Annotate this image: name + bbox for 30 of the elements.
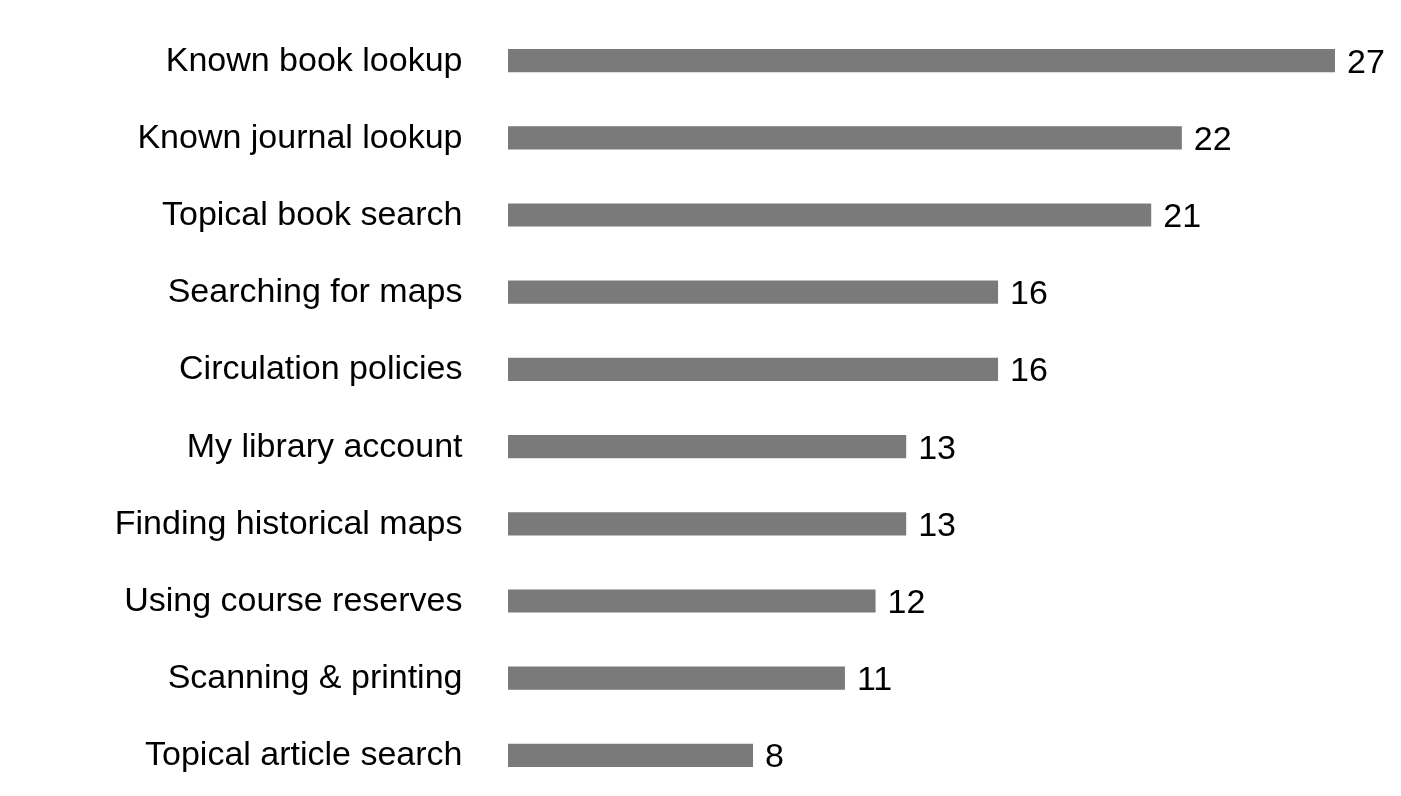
data-label: 13 [918, 504, 957, 543]
bar [508, 666, 845, 690]
y-tick-label: Searching for maps [167, 271, 463, 310]
bar [508, 126, 1182, 150]
bar [508, 743, 754, 767]
y-tick-label: Circulation policies [179, 348, 463, 387]
bar [508, 280, 999, 304]
data-label: 22 [1193, 118, 1232, 157]
data-label: 11 [856, 659, 893, 698]
y-tick-label: Using course reserves [124, 580, 463, 618]
data-label: 12 [887, 582, 926, 620]
bar [508, 203, 1152, 227]
bar [508, 49, 1335, 73]
bar [508, 589, 876, 613]
y-tick-label: Topical article search [145, 734, 463, 773]
y-tick-label: My library account [186, 425, 464, 464]
bar [508, 357, 999, 381]
data-label: 21 [1163, 196, 1202, 234]
y-tick-label: Topical book search [161, 194, 463, 232]
data-label: 8 [765, 736, 784, 775]
y-tick-label: Known journal lookup [137, 116, 463, 155]
data-label: 13 [918, 427, 957, 466]
data-label: 16 [1010, 273, 1048, 312]
y-tick-label: Known book lookup [165, 39, 463, 78]
y-tick-label: Finding historical maps [114, 502, 463, 541]
bar [508, 512, 907, 536]
y-tick-label: Scanning & printing [167, 657, 463, 696]
data-label: 16 [1010, 350, 1048, 389]
bar [508, 435, 907, 459]
data-label: 27 [1347, 41, 1385, 80]
